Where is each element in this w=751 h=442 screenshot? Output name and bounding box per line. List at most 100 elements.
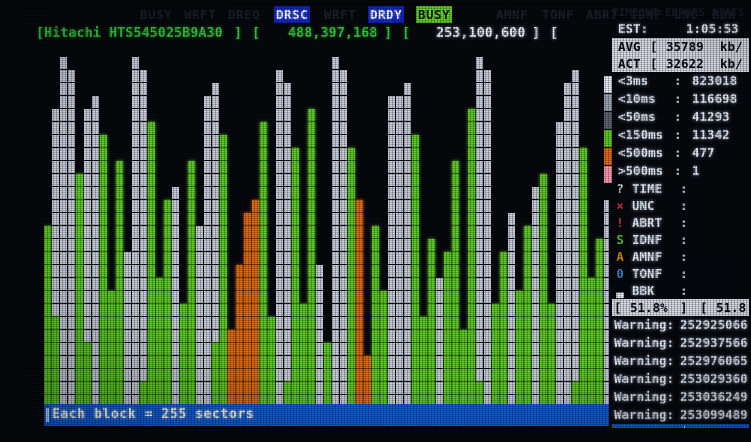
block-cell bbox=[236, 369, 243, 381]
block-cell bbox=[252, 395, 259, 404]
block-cell bbox=[604, 291, 609, 303]
block-cell bbox=[540, 278, 547, 290]
block-cell bbox=[484, 239, 491, 251]
block-cell bbox=[44, 291, 51, 303]
block-cell bbox=[108, 291, 115, 303]
block-cell bbox=[356, 395, 363, 404]
block-cell bbox=[68, 343, 75, 355]
block-cell bbox=[332, 343, 339, 355]
block-cell bbox=[212, 356, 219, 368]
block-cell bbox=[404, 356, 411, 368]
block-cell bbox=[476, 122, 483, 134]
block-cell bbox=[540, 200, 547, 212]
block-cell bbox=[308, 213, 315, 225]
block-cell bbox=[132, 148, 139, 160]
block-cell bbox=[68, 226, 75, 238]
block-cell bbox=[372, 226, 379, 238]
block-cell bbox=[380, 317, 387, 329]
block-cell bbox=[228, 369, 235, 381]
block-cell bbox=[580, 161, 587, 173]
block-cell bbox=[540, 356, 547, 368]
block-cell bbox=[148, 239, 155, 251]
block-cell bbox=[180, 304, 187, 316]
block-cell bbox=[436, 395, 443, 404]
surface-block-map[interactable] bbox=[44, 44, 609, 404]
block-cell bbox=[132, 239, 139, 251]
block-cell bbox=[84, 343, 91, 355]
block-cell bbox=[588, 395, 595, 404]
block-cell bbox=[596, 252, 603, 264]
block-cell bbox=[212, 239, 219, 251]
block-cell bbox=[300, 330, 307, 342]
histogram-sep-3: : bbox=[674, 127, 682, 142]
block-cell bbox=[588, 369, 595, 381]
block-cell bbox=[484, 343, 491, 355]
block-cell bbox=[564, 317, 571, 329]
block-cell bbox=[580, 317, 587, 329]
block-cell bbox=[300, 343, 307, 355]
block-cell bbox=[356, 382, 363, 394]
block-cell bbox=[92, 265, 99, 277]
error-sep-2: : bbox=[680, 215, 688, 230]
block-cell bbox=[476, 278, 483, 290]
block-cell bbox=[484, 200, 491, 212]
block-cell bbox=[420, 330, 427, 342]
block-cell bbox=[212, 213, 219, 225]
block-cell bbox=[564, 252, 571, 264]
block-cell bbox=[444, 252, 451, 264]
block-cell bbox=[100, 200, 107, 212]
block-cell bbox=[516, 330, 523, 342]
block-cell bbox=[588, 304, 595, 316]
block-cell bbox=[44, 304, 51, 316]
block-cell bbox=[60, 57, 67, 69]
block-cell bbox=[412, 343, 419, 355]
block-cell bbox=[140, 83, 147, 95]
cross-icon: × bbox=[616, 198, 624, 213]
block-cell bbox=[564, 304, 571, 316]
block-cell bbox=[300, 369, 307, 381]
block-cell bbox=[380, 369, 387, 381]
status-flag-wrft-1: WRFT bbox=[184, 7, 217, 22]
block-cell bbox=[132, 382, 139, 394]
block-cell bbox=[492, 330, 499, 342]
block-cell bbox=[108, 317, 115, 329]
block-cell bbox=[452, 187, 459, 199]
block-cell bbox=[396, 317, 403, 329]
block-cell bbox=[420, 369, 427, 381]
block-cell bbox=[476, 96, 483, 108]
block-cell bbox=[596, 343, 603, 355]
block-cell bbox=[100, 395, 107, 404]
block-cell bbox=[116, 200, 123, 212]
block-cell bbox=[276, 278, 283, 290]
block-cell bbox=[404, 369, 411, 381]
block-cell bbox=[396, 226, 403, 238]
block-cell bbox=[292, 395, 299, 404]
block-cell bbox=[476, 213, 483, 225]
block-cell bbox=[140, 330, 147, 342]
block-cell bbox=[540, 369, 547, 381]
block-cell bbox=[156, 395, 163, 404]
block-cell bbox=[156, 291, 163, 303]
block-cell bbox=[452, 200, 459, 212]
block-cell bbox=[92, 135, 99, 147]
block-cell bbox=[284, 330, 291, 342]
clock-bar: ▏ 22:54:3 bbox=[612, 424, 749, 428]
block-cell bbox=[44, 265, 51, 277]
block-cell bbox=[140, 291, 147, 303]
block-cell bbox=[100, 226, 107, 238]
block-cell bbox=[412, 187, 419, 199]
block-cell bbox=[572, 96, 579, 108]
block-cell bbox=[140, 96, 147, 108]
block-cell bbox=[308, 382, 315, 394]
block-cell bbox=[484, 265, 491, 277]
block-cell bbox=[452, 226, 459, 238]
block-cell bbox=[564, 187, 571, 199]
block-cell bbox=[252, 265, 259, 277]
block-cell bbox=[356, 330, 363, 342]
block-cell bbox=[396, 161, 403, 173]
block-cell bbox=[284, 187, 291, 199]
block-cell bbox=[444, 395, 451, 404]
block-cell bbox=[68, 200, 75, 212]
block-cell bbox=[132, 174, 139, 186]
block-cell bbox=[196, 330, 203, 342]
